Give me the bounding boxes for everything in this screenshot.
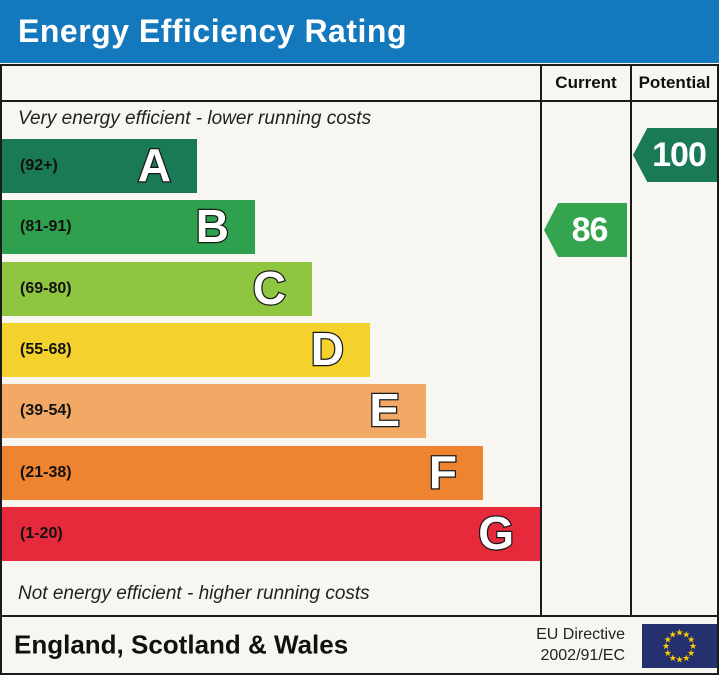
band-f-letter: F: [428, 445, 459, 499]
title-bar: Energy Efficiency Rating: [0, 0, 719, 63]
column-header-row: Current Potential: [2, 66, 717, 102]
potential-rating-value: 100: [652, 135, 707, 174]
potential-column-divider: [630, 66, 632, 615]
svg-text:★: ★: [664, 649, 672, 659]
current-column-divider: [540, 66, 542, 615]
svg-text:★: ★: [687, 649, 695, 659]
band-g-range: (1-20): [20, 525, 63, 542]
band-b-letter: B: [195, 199, 231, 254]
band-d: (55-68) D: [2, 322, 370, 377]
svg-text:★: ★: [662, 642, 670, 652]
footer-bar: England, Scotland & Wales EU Directive 2…: [0, 617, 719, 675]
band-d-range: (55-68): [20, 341, 72, 358]
svg-text:★: ★: [664, 635, 672, 645]
svg-text:★: ★: [669, 631, 677, 641]
svg-text:★: ★: [675, 629, 683, 639]
potential-rating-arrow: 100: [633, 128, 717, 182]
svg-text:★: ★: [687, 635, 695, 645]
band-a-range: (92+): [20, 157, 58, 174]
svg-text:★: ★: [669, 654, 677, 664]
svg-text:★: ★: [682, 654, 690, 664]
page-title: Energy Efficiency Rating: [18, 13, 407, 49]
current-column-header: Current: [555, 73, 617, 92]
band-c-range: (69-80): [20, 280, 72, 297]
band-c: (69-80) C: [2, 261, 312, 316]
eu-directive-line1: EU Directive: [536, 626, 625, 643]
band-a-letter: A: [137, 138, 173, 193]
band-e: (39-54) E: [2, 383, 426, 438]
band-f: (21-38) F: [2, 445, 483, 500]
band-g: (1-20) G: [2, 506, 540, 561]
rating-table: Current Potential Very energy efficient …: [0, 64, 719, 617]
band-d-letter: D: [310, 322, 346, 376]
svg-text:★: ★: [682, 631, 690, 641]
current-rating-arrow: 86: [544, 203, 627, 257]
bottom-note: Not energy efficient - higher running co…: [18, 583, 370, 604]
potential-column-header: Potential: [638, 73, 711, 92]
band-g-letter: G: [477, 506, 515, 560]
band-a: (92+) A: [2, 138, 197, 193]
band-e-letter: E: [368, 383, 401, 437]
svg-text:★: ★: [675, 656, 683, 666]
band-c-letter: C: [252, 261, 288, 315]
band-e-range: (39-54): [20, 402, 72, 419]
eu-directive-label: EU Directive 2002/91/EC: [536, 624, 625, 666]
current-rating-value: 86: [571, 210, 609, 249]
region-label: England, Scotland & Wales: [14, 629, 349, 660]
svg-text:★: ★: [689, 642, 697, 652]
eu-directive-line2: 2002/91/EC: [540, 647, 625, 664]
band-b-range: (81-91): [20, 218, 72, 235]
top-note: Very energy efficient - lower running co…: [18, 108, 372, 129]
band-b: (81-91) B: [2, 199, 255, 254]
band-f-range: (21-38): [20, 464, 72, 481]
eu-flag-icon: ★ ★ ★ ★ ★ ★ ★ ★ ★ ★ ★ ★: [642, 624, 717, 668]
